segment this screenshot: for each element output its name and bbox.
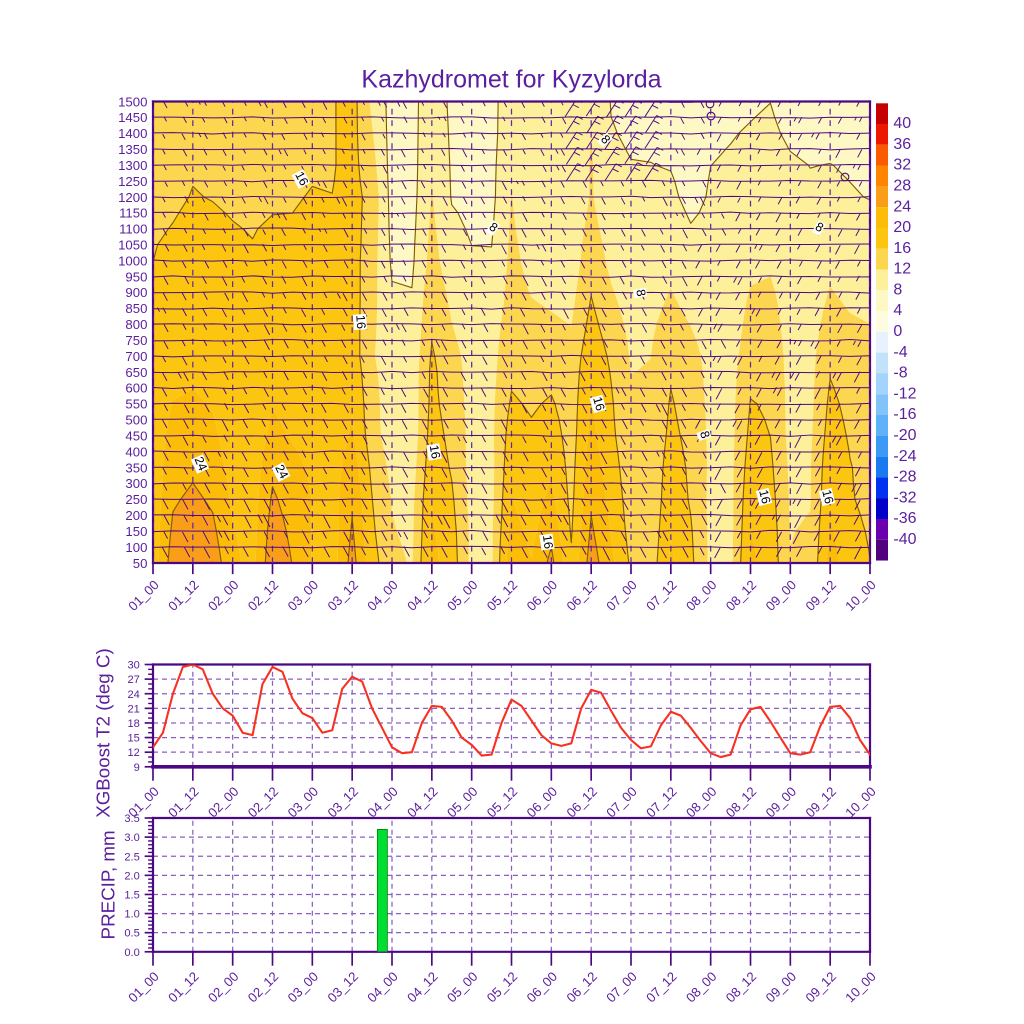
svg-text:200: 200	[125, 508, 147, 523]
svg-text:800: 800	[125, 317, 147, 332]
svg-text:350: 350	[125, 460, 147, 475]
svg-text:40: 40	[893, 115, 911, 132]
svg-text:50: 50	[133, 556, 148, 571]
svg-text:4: 4	[893, 302, 902, 319]
svg-text:8: 8	[893, 281, 902, 298]
svg-text:2.5: 2.5	[124, 851, 139, 863]
svg-text:1500: 1500	[118, 94, 147, 109]
svg-text:16: 16	[893, 240, 911, 257]
svg-text:-16: -16	[893, 406, 916, 423]
svg-text:3.5: 3.5	[124, 813, 139, 825]
svg-text:16: 16	[819, 488, 836, 505]
svg-text:24: 24	[272, 462, 291, 481]
svg-text:Kazhydromet for Kyzylorda: Kazhydromet for Kyzylorda	[361, 66, 661, 94]
svg-text:1150: 1150	[119, 206, 147, 221]
svg-text:16: 16	[427, 444, 443, 460]
svg-text:16: 16	[590, 395, 607, 412]
svg-text:XGBoost T2 (deg C): XGBoost T2 (deg C)	[92, 648, 113, 818]
svg-text:2.0: 2.0	[124, 870, 139, 882]
svg-text:12: 12	[893, 261, 911, 278]
svg-text:PRECIP, mm: PRECIP, mm	[98, 830, 119, 939]
svg-text:450: 450	[125, 428, 147, 443]
svg-text:-12: -12	[893, 385, 916, 402]
svg-text:0.5: 0.5	[124, 928, 139, 940]
svg-text:27: 27	[127, 674, 139, 686]
svg-text:9: 9	[134, 762, 140, 774]
svg-text:-8: -8	[893, 365, 907, 382]
svg-text:20: 20	[893, 219, 911, 236]
svg-text:100: 100	[125, 540, 147, 555]
svg-text:700: 700	[125, 349, 147, 364]
svg-text:950: 950	[125, 269, 147, 284]
svg-text:8: 8	[633, 288, 648, 297]
svg-text:-20: -20	[893, 427, 916, 444]
svg-text:1200: 1200	[118, 190, 147, 205]
svg-text:16: 16	[292, 169, 311, 188]
svg-text:1.5: 1.5	[124, 889, 139, 901]
svg-text:16: 16	[540, 534, 556, 550]
svg-text:1450: 1450	[118, 110, 147, 125]
svg-text:15: 15	[127, 733, 139, 745]
svg-text:1100: 1100	[119, 222, 147, 237]
svg-text:-28: -28	[893, 469, 916, 486]
svg-text:32: 32	[893, 157, 911, 174]
svg-text:30: 30	[127, 660, 139, 672]
svg-text:1300: 1300	[118, 158, 147, 173]
svg-text:550: 550	[125, 397, 147, 412]
svg-text:1350: 1350	[118, 142, 147, 157]
svg-text:1050: 1050	[118, 238, 147, 253]
svg-text:1400: 1400	[118, 126, 147, 141]
svg-text:150: 150	[125, 524, 147, 539]
svg-text:16: 16	[756, 488, 773, 505]
svg-text:-32: -32	[893, 489, 916, 506]
svg-text:300: 300	[125, 476, 147, 491]
svg-text:850: 850	[125, 301, 147, 316]
svg-text:36: 36	[893, 136, 911, 153]
svg-text:600: 600	[125, 381, 147, 396]
svg-text:900: 900	[125, 285, 147, 300]
svg-text:18: 18	[127, 718, 139, 730]
svg-text:1.0: 1.0	[124, 909, 139, 921]
svg-text:12: 12	[127, 747, 139, 759]
svg-text:250: 250	[125, 492, 147, 507]
svg-text:0: 0	[893, 323, 902, 340]
svg-text:750: 750	[125, 333, 147, 348]
svg-text:1250: 1250	[118, 174, 147, 189]
svg-text:400: 400	[125, 444, 147, 459]
svg-text:1000: 1000	[118, 253, 147, 268]
svg-text:-40: -40	[893, 531, 916, 548]
svg-text:24: 24	[127, 689, 139, 701]
svg-text:-4: -4	[893, 344, 907, 361]
svg-text:500: 500	[125, 413, 147, 428]
svg-text:28: 28	[893, 177, 911, 194]
svg-text:-36: -36	[893, 510, 916, 527]
svg-text:8: 8	[697, 429, 712, 440]
svg-text:650: 650	[125, 365, 147, 380]
svg-text:3.0: 3.0	[124, 832, 139, 844]
svg-text:-24: -24	[893, 448, 916, 465]
svg-text:24: 24	[893, 198, 911, 215]
svg-text:16: 16	[353, 315, 368, 330]
svg-text:24: 24	[191, 454, 209, 472]
svg-text:21: 21	[127, 703, 139, 715]
svg-text:0.0: 0.0	[124, 947, 139, 959]
